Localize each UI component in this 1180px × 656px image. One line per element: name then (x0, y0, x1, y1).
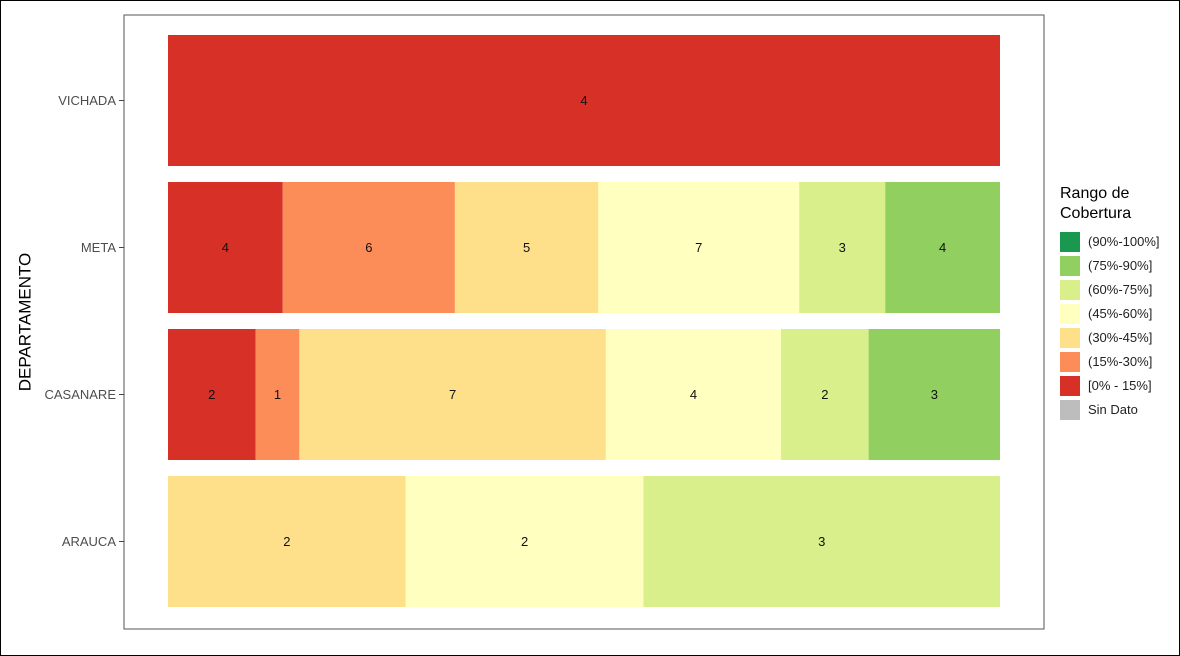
legend-key-swatch (1060, 232, 1080, 252)
bar-segment-meta-0 (168, 182, 283, 313)
legend-key-swatch (1060, 376, 1080, 396)
y-tick-label-meta: META (81, 240, 116, 255)
bar-segment-meta-1 (282, 182, 455, 313)
data-label-meta-0: 4 (222, 240, 229, 255)
data-label-arauca-3: 2 (521, 534, 528, 549)
data-label-casanare-0: 2 (208, 387, 215, 402)
y-tick-label-casanare: CASANARE (44, 387, 116, 402)
data-label-casanare-4: 2 (821, 387, 828, 402)
bar-segment-vichada-0 (168, 35, 1000, 166)
bar-segment-arauca-3 (405, 476, 644, 607)
data-label-casanare-1: 1 (274, 387, 281, 402)
data-label-meta-4: 3 (839, 240, 846, 255)
legend-title-line-1: Rango de (1060, 185, 1130, 202)
bar-segment-arauca-4 (643, 476, 1000, 607)
bar-segment-arauca-2 (168, 476, 406, 607)
legend-label: Sin Dato (1088, 402, 1138, 417)
legend-key-swatch (1060, 280, 1080, 300)
bar-segment-casanare-2 (299, 329, 606, 460)
bar-segment-casanare-3 (605, 329, 782, 460)
bar-segment-casanare-0 (168, 329, 256, 460)
legend-label: (90%-100%] (1088, 234, 1160, 249)
legend-key-swatch (1060, 352, 1080, 372)
bar-segment-casanare-4 (781, 329, 869, 460)
data-label-arauca-4: 3 (818, 534, 825, 549)
bars-group: 4 4 6 5 7 3 4 2 1 7 4 2 3 2 2 3 (168, 35, 1000, 607)
data-label-meta-3: 7 (695, 240, 702, 255)
legend-label: (30%-45%] (1088, 330, 1153, 345)
y-axis: VICHADA META CASANARE ARAUCA (44, 93, 124, 549)
legend-label: [0% - 15%] (1088, 378, 1152, 393)
data-label-meta-1: 6 (365, 240, 372, 255)
legend-key-swatch (1060, 256, 1080, 276)
bar-segment-meta-2 (454, 182, 599, 313)
y-tick-label-vichada: VICHADA (58, 93, 116, 108)
bar-segment-meta-4 (799, 182, 886, 313)
data-label-vichada-0: 4 (580, 93, 587, 108)
data-label-meta-5: 4 (939, 240, 946, 255)
bar-segment-casanare-5 (868, 329, 1000, 460)
data-label-arauca-2: 2 (283, 534, 290, 549)
bar-segment-meta-5 (885, 182, 1000, 313)
bar-segment-meta-3 (598, 182, 800, 313)
legend-label: (60%-75%] (1088, 282, 1153, 297)
legend-title-line-2: Cobertura (1060, 205, 1132, 222)
data-label-casanare-5: 3 (931, 387, 938, 402)
legend-key-swatch (1060, 328, 1080, 348)
legend-label: (45%-60%] (1088, 306, 1153, 321)
legend-key-swatch (1060, 304, 1080, 324)
legend-key-swatch (1060, 400, 1080, 420)
y-tick-label-arauca: ARAUCA (62, 534, 117, 549)
legend-label: (15%-30%] (1088, 354, 1153, 369)
data-label-casanare-3: 4 (690, 387, 697, 402)
y-axis-title: DEPARTAMENTO (16, 253, 35, 392)
bar-segment-casanare-1 (255, 329, 300, 460)
legend-label: (75%-90%] (1088, 258, 1153, 273)
data-label-casanare-2: 7 (449, 387, 456, 402)
data-label-meta-2: 5 (523, 240, 530, 255)
legend-title: Rango de Cobertura (1060, 184, 1131, 224)
